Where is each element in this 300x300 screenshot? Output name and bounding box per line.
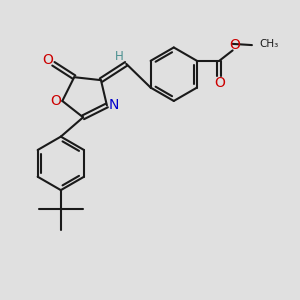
Text: N: N bbox=[108, 98, 118, 112]
Text: H: H bbox=[115, 50, 124, 63]
Text: O: O bbox=[43, 53, 53, 67]
Text: O: O bbox=[50, 94, 61, 108]
Text: O: O bbox=[229, 38, 240, 52]
Text: O: O bbox=[214, 76, 225, 90]
Text: CH₃: CH₃ bbox=[260, 39, 279, 49]
